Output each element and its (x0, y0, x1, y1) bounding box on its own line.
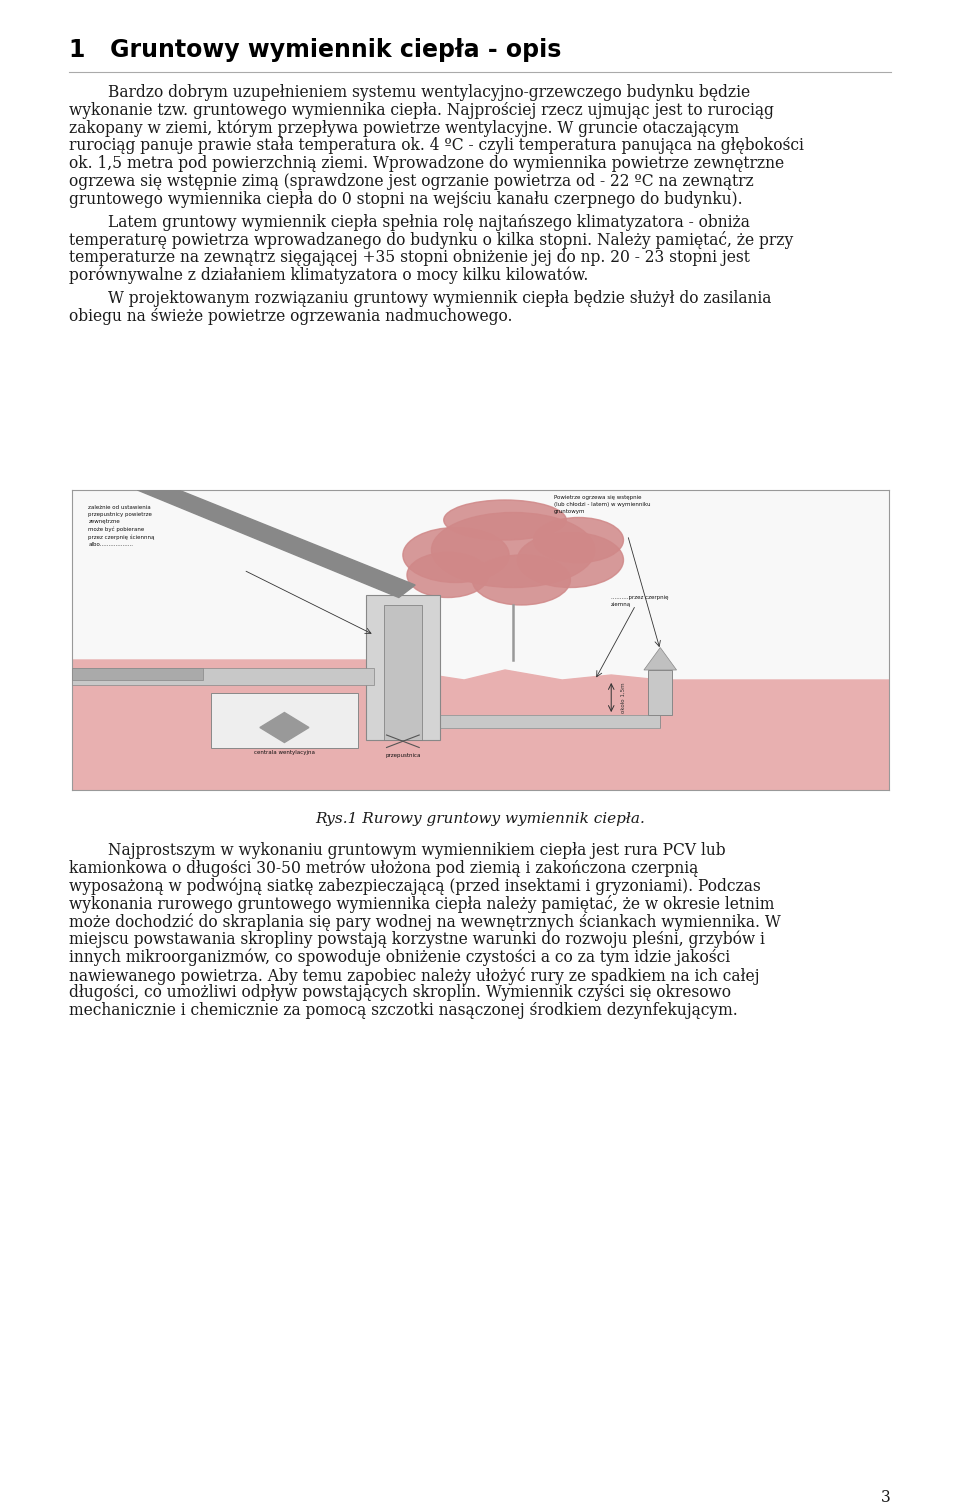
Text: innych mikroorganizmów, co spowoduje obniżenie czystości a co za tym idzie jakoś: innych mikroorganizmów, co spowoduje obn… (69, 949, 731, 966)
Text: porównywalne z działaniem klimatyzatora o mocy kilku kilowatów.: porównywalne z działaniem klimatyzatora … (69, 267, 588, 285)
Text: Powietrze ogrzewa się wstępnie
(lub chłodzi - latem) w wymienniku
gruntowym: Powietrze ogrzewa się wstępnie (lub chło… (554, 495, 651, 515)
Bar (423, 715, 660, 727)
Ellipse shape (407, 552, 489, 598)
Bar (72, 667, 203, 681)
Bar (384, 605, 421, 739)
Text: zakopany w ziemi, którym przepływa powietrze wentylacyjne. W gruncie otaczającym: zakopany w ziemi, którym przepływa powie… (69, 119, 739, 137)
Text: Najprostszym w wykonaniu gruntowym wymiennikiem ciepła jest rura PCV lub: Najprostszym w wykonaniu gruntowym wymie… (69, 842, 726, 859)
Text: przepustnica: przepustnica (385, 753, 420, 758)
Text: Rys.1 Rurowy gruntowy wymiennik ciepła.: Rys.1 Rurowy gruntowy wymiennik ciepła. (315, 812, 645, 825)
Text: zależnie od ustawienia
przepustnicy powietrze
zewnętrzne
może być pobierane
prze: zależnie od ustawienia przepustnicy powi… (88, 506, 155, 546)
Text: 3: 3 (881, 1489, 891, 1506)
Polygon shape (72, 659, 889, 791)
Text: gruntowego wymiennika ciepła do 0 stopni na wejściu kanału czerpnego do budynku): gruntowego wymiennika ciepła do 0 stopni… (69, 190, 743, 208)
Polygon shape (137, 480, 415, 598)
Text: ..........przez czerpnię
ziemną: ..........przez czerpnię ziemną (612, 595, 669, 607)
Ellipse shape (472, 555, 570, 605)
Text: miejscu powstawania skropliny powstają korzystne warunki do rozwoju pleśni, grzy: miejscu powstawania skropliny powstają k… (69, 931, 765, 949)
Text: temperaturze na zewnątrz sięgającej +35 stopni obniżenie jej do np. 20 - 23 stop: temperaturze na zewnątrz sięgającej +35 … (69, 249, 750, 266)
Bar (648, 670, 673, 715)
Text: wykonania rurowego gruntowego wymiennika ciepła należy pamiętać, że w okresie le: wykonania rurowego gruntowego wymiennika… (69, 895, 775, 913)
Polygon shape (260, 712, 309, 742)
Text: ok. 1,5 metra pod powierzchnią ziemi. Wprowadzone do wymiennika powietrze zewnęt: ok. 1,5 metra pod powierzchnią ziemi. Wp… (69, 155, 784, 172)
Ellipse shape (534, 518, 623, 563)
Text: rurociąg panuje prawie stała temperatura ok. 4 ºC - czyli temperatura panująca n: rurociąg panuje prawie stała temperatura… (69, 137, 804, 154)
Text: długości, co umożliwi odpływ powstających skroplin. Wymiennik czyści się okresow: długości, co umożliwi odpływ powstającyc… (69, 984, 731, 1002)
Text: Latem gruntowy wymiennik ciepła spełnia rolę najtańszego klimatyzatora - obniża: Latem gruntowy wymiennik ciepła spełnia … (69, 214, 750, 231)
Ellipse shape (403, 528, 509, 582)
Text: ogrzewa się wstępnie zimą (sprawdzone jest ogrzanie powietrza od - 22 ºC na zewn: ogrzewa się wstępnie zimą (sprawdzone je… (69, 174, 754, 190)
Text: wykonanie tzw. gruntowego wymiennika ciepła. Najprościej rzecz ujmując jest to r: wykonanie tzw. gruntowego wymiennika cie… (69, 101, 774, 119)
Text: Bardzo dobrym uzupełnieniem systemu wentylacyjno-grzewczego budynku będzie: Bardzo dobrym uzupełnieniem systemu went… (69, 85, 750, 101)
Ellipse shape (431, 513, 595, 587)
Text: może dochodzić do skraplania się pary wodnej na wewnętrznych ściankach wymiennik: może dochodzić do skraplania się pary wo… (69, 913, 780, 931)
Text: centrala wentylacyjna: centrala wentylacyjna (253, 750, 315, 754)
Text: temperaturę powietrza wprowadzanego do budynku o kilka stopni. Należy pamiętać, : temperaturę powietrza wprowadzanego do b… (69, 231, 793, 249)
Text: mechanicznie i chemicznie za pomocą szczotki nasączonej środkiem dezynfekującym.: mechanicznie i chemicznie za pomocą szcz… (69, 1002, 737, 1019)
Text: W projektowanym rozwiązaniu gruntowy wymiennik ciepła będzie służył do zasilania: W projektowanym rozwiązaniu gruntowy wym… (69, 290, 772, 306)
Polygon shape (644, 647, 677, 670)
Text: wyposażoną w podwójną siatkę zabezpieczającą (przed insektami i gryzoniami). Pod: wyposażoną w podwójną siatkę zabezpiecza… (69, 878, 760, 895)
Text: obiegu na świeże powietrze ogrzewania nadmuchowego.: obiegu na świeże powietrze ogrzewania na… (69, 308, 513, 324)
Ellipse shape (517, 533, 623, 587)
Text: nawiewanego powietrza. Aby temu zapobiec należy ułożyć rury ze spadkiem na ich c: nawiewanego powietrza. Aby temu zapobiec… (69, 967, 759, 984)
Ellipse shape (444, 499, 566, 540)
Text: kamionkowa o długości 30-50 metrów ułożona pod ziemią i zakończona czerpnią: kamionkowa o długości 30-50 metrów ułożo… (69, 860, 698, 877)
Bar (366, 595, 440, 739)
Text: około 1,5m: około 1,5m (621, 682, 626, 712)
Bar (211, 693, 358, 747)
Text: 1   Gruntowy wymiennik ciepła - opis: 1 Gruntowy wymiennik ciepła - opis (69, 38, 562, 62)
Bar (72, 667, 374, 685)
